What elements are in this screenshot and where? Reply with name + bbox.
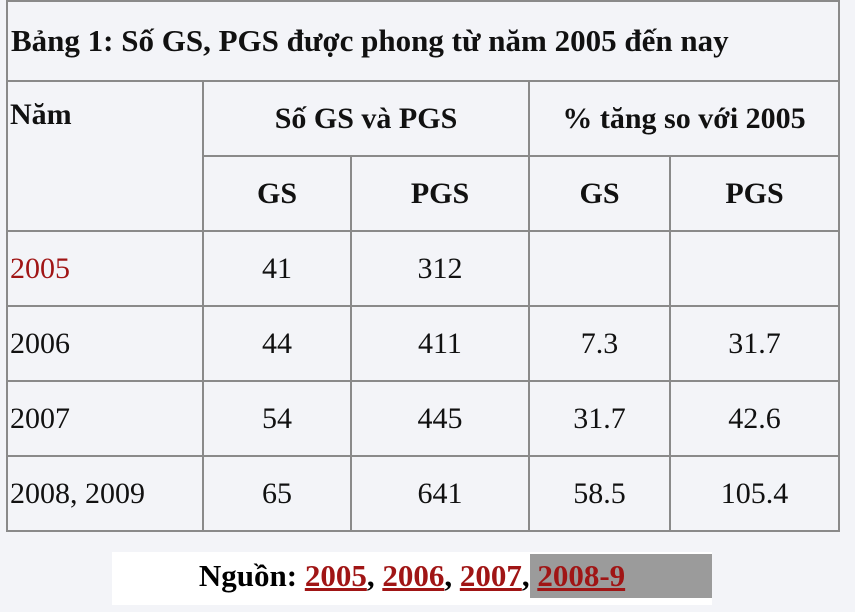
header-group: % tăng so với 2005	[527, 80, 841, 157]
year-cell: 2008, 2009	[6, 455, 204, 532]
value-cell: 411	[350, 305, 530, 382]
value-cell: 44	[202, 305, 352, 382]
value-cell: 31.7	[668, 305, 841, 382]
table-title: Bảng 1: Số GS, PGS được phong từ năm 200…	[5, 0, 841, 82]
value-cell: 312	[350, 230, 530, 307]
value-cell	[668, 230, 841, 307]
value-cell: 65	[202, 455, 352, 532]
source-link[interactable]: 2007	[459, 558, 522, 593]
selection-highlight	[530, 554, 712, 598]
value-cell: 31.7	[528, 380, 671, 457]
header-year: Năm	[6, 80, 204, 232]
data-table: Bảng 1: Số GS, PGS được phong từ năm 200…	[5, 0, 841, 532]
separator: ,	[366, 558, 375, 593]
source-line: Nguồn: 2005, 2006, 2007, 2008-9	[112, 552, 712, 605]
header-sub: PGS	[350, 155, 530, 232]
header-group: Số GS và PGS	[202, 80, 530, 157]
value-cell: 58.5	[528, 455, 671, 532]
value-cell: 445	[350, 380, 530, 457]
table-row: 2006 44 411 7.3 31.7	[6, 305, 841, 382]
header-sub: PGS	[668, 155, 841, 232]
separator: ,	[521, 558, 530, 593]
value-cell: 7.3	[528, 305, 671, 382]
year-cell: 2007	[6, 380, 204, 457]
year-cell: 2006	[6, 305, 204, 382]
source-link[interactable]: 2005	[304, 558, 367, 593]
table-row: 2005 41 312	[6, 230, 841, 307]
value-cell: 641	[350, 455, 530, 532]
table-body: 2005 41 312 2006 44 411 7.3 31.7 2007 54 445 31.7 42…	[6, 230, 841, 532]
year-cell: 2005	[6, 230, 204, 307]
value-cell: 41	[202, 230, 352, 307]
header-sub: GS	[202, 155, 352, 232]
source-label: Nguồn:	[198, 558, 298, 593]
source-link[interactable]: 2008-9	[537, 558, 626, 593]
source-link[interactable]: 2006	[382, 558, 445, 593]
separator: ,	[444, 558, 453, 593]
value-cell: 54	[202, 380, 352, 457]
value-cell	[528, 230, 671, 307]
header-sub: GS	[528, 155, 671, 232]
table-row: 2008, 2009 65 641 58.5 105.4	[6, 455, 841, 532]
value-cell: 42.6	[668, 380, 841, 457]
table-row: 2007 54 445 31.7 42.6	[6, 380, 841, 457]
value-cell: 105.4	[668, 455, 841, 532]
